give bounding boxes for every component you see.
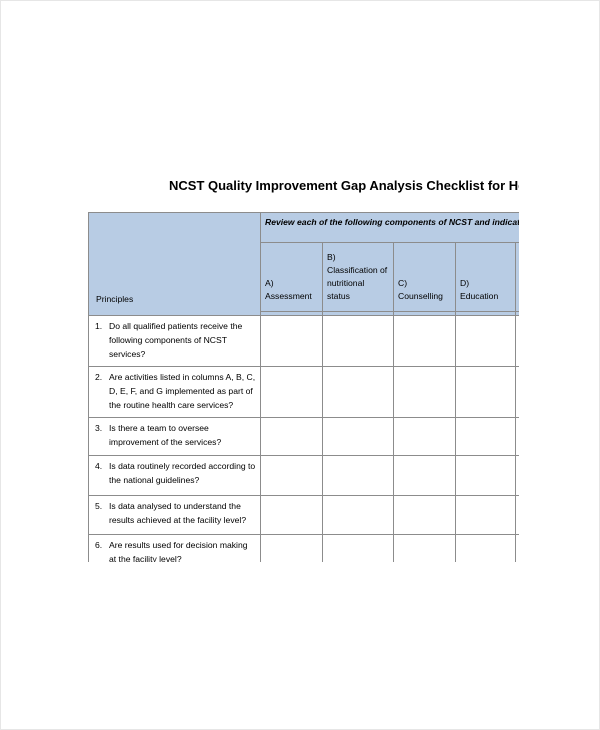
checklist-cell[interactable] [455,495,516,535]
column-header-c: C) Counselling [393,242,456,312]
principle-cell: 2. Are activities listed in columns A, B,… [88,366,261,418]
column-letter: C) [398,278,408,288]
checklist-cell[interactable] [514,534,519,562]
principle-number: 1. [95,321,103,331]
checklist-cell[interactable] [393,417,456,456]
checklist-cell[interactable] [322,455,394,496]
column-label: Assessment [265,291,312,301]
checklist-cell[interactable] [455,366,516,418]
column-label: Counselling [398,291,443,301]
checklist-cell[interactable] [455,417,516,456]
principle-text: Is data analysed to understand the resul… [109,501,247,525]
table-row: 1. Do all qualified patients receive the … [88,315,519,367]
checklist-cell[interactable] [260,455,323,496]
column-letter: A) [265,278,274,288]
checklist-cell[interactable] [260,366,323,418]
checklist-cell[interactable] [322,495,394,535]
principle-number: 3. [95,423,103,433]
column-letter: D) [460,278,470,288]
checklist-cell[interactable] [393,534,456,562]
principles-header: Principles [88,212,261,316]
principle-text: Do all qualified patients receive the fo… [109,321,243,359]
checklist-cell[interactable] [514,495,519,535]
principle-number: 6. [95,540,103,550]
checklist-cell[interactable] [514,366,519,418]
checklist-table-container: Principles Review each of the following … [88,212,519,562]
principle-number: 2. [95,372,103,382]
checklist-table: Principles Review each of the following … [88,212,519,562]
header-row: Principles Review each of the following … [88,212,519,316]
column-label: Education [460,291,499,301]
principle-text: Is there a team to oversee improvement o… [109,423,222,447]
checklist-cell[interactable] [514,417,519,456]
checklist-cell[interactable] [322,315,394,367]
checklist-cell[interactable] [260,534,323,562]
table-row: 4. Is data routinely recorded according t… [88,455,519,496]
principle-number: 4. [95,461,103,471]
table-row: 3. Is there a team to oversee improvement… [88,417,519,456]
principle-cell: 6. Are results used for decision making a… [88,534,261,562]
column-label: Classification of nutritional status [327,265,388,301]
checklist-cell[interactable] [455,534,516,562]
column-header-a: A) Assessment [260,242,323,312]
checklist-cell[interactable] [260,495,323,535]
checklist-cell[interactable] [393,366,456,418]
principle-cell: 3. Is there a team to oversee improvement… [88,417,261,456]
table-row: 2. Are activities listed in columns A, B,… [88,366,519,418]
table-row: 6. Are results used for decision making a… [88,534,519,562]
principle-cell: 4. Is data routinely recorded according t… [88,455,261,496]
checklist-cell[interactable] [455,455,516,496]
principle-number: 5. [95,501,103,511]
principle-text: Is data routinely recorded according to … [109,461,256,485]
checklist-cell[interactable] [322,366,394,418]
principle-text: Are activities listed in columns A, B, C… [109,372,256,410]
checklist-cell[interactable] [514,315,519,367]
column-header-e [514,242,519,312]
checklist-cell[interactable] [260,417,323,456]
checklist-cell[interactable] [393,315,456,367]
review-header: Review each of the following components … [259,212,519,243]
checklist-cell[interactable] [393,495,456,535]
checklist-cell[interactable] [322,534,394,562]
principle-cell: 1. Do all qualified patients receive the … [88,315,261,367]
checklist-cell[interactable] [260,315,323,367]
principle-cell: 5. Is data analysed to understand the res… [88,495,261,535]
checklist-cell[interactable] [514,455,519,496]
checklist-cell[interactable] [322,417,394,456]
column-header-row: A) Assessment B) Classification of nutriti… [88,242,519,312]
checklist-cell[interactable] [455,315,516,367]
column-header-b: B) Classification of nutritional status [322,242,394,312]
table-row: 5. Is data analysed to understand the res… [88,495,519,535]
column-letter: B) [327,252,336,262]
checklist-cell[interactable] [393,455,456,496]
page-title: NCST Quality Improvement Gap Analysis Ch… [169,178,519,193]
principle-text: Are results used for decision making at … [109,540,248,562]
column-header-d: D) Education [455,242,516,312]
